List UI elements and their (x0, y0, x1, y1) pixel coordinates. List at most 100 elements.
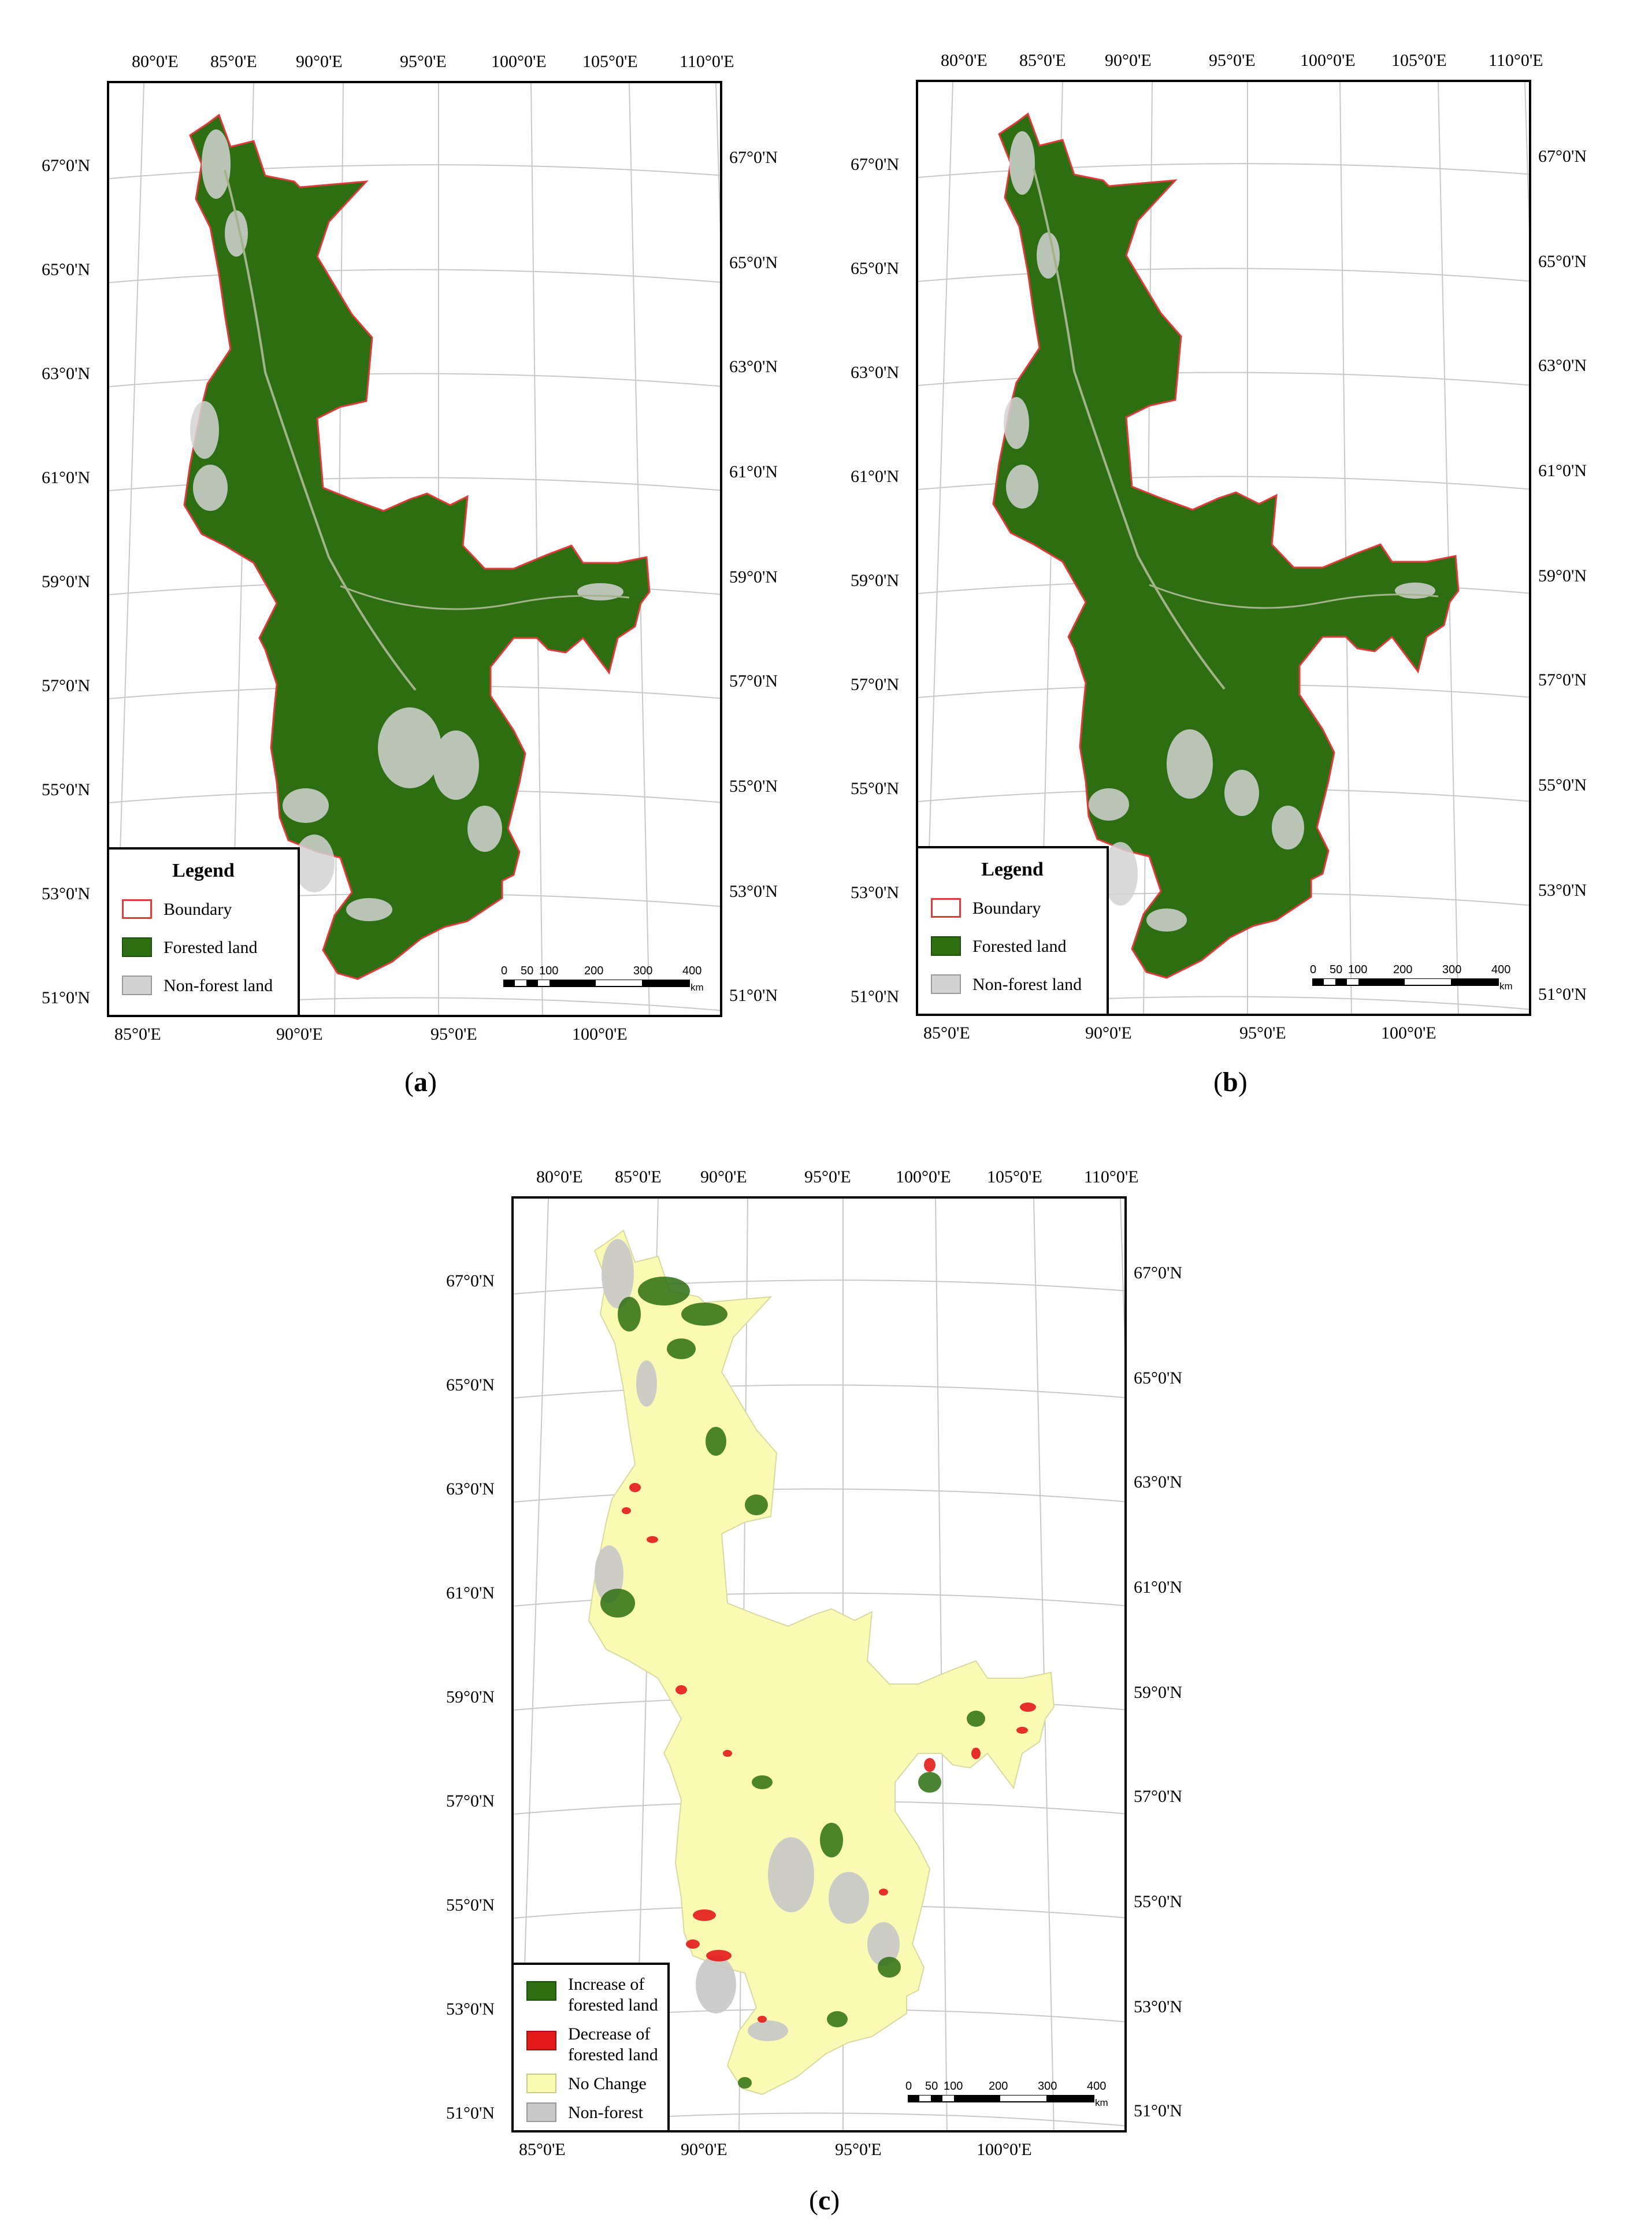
legend-swatch (526, 1981, 556, 2001)
lon-label-top: 95°0'E (400, 52, 447, 71)
lon-label-top: 100°0'E (491, 52, 547, 71)
lat-label-left: 53°0'N (851, 883, 900, 902)
legend-swatch (931, 936, 961, 956)
scale-tick: 100 (944, 2080, 963, 2093)
lat-label-left: 67°0'N (42, 156, 91, 175)
lat-label-left: 59°0'N (42, 572, 91, 591)
lon-label-bottom: 95°0'E (835, 2140, 882, 2159)
lat-label-right: 63°0'N (1134, 1473, 1183, 1492)
map-panel-c: Increase of forested land Decrease of fo… (404, 1144, 1248, 2229)
decrease-patches (622, 1483, 1036, 2023)
lat-label-right: 53°0'N (729, 882, 778, 901)
legend-swatch (931, 898, 961, 918)
river (1033, 168, 1226, 690)
legend-label: Forested land (164, 938, 258, 957)
scale-tick: 100 (539, 965, 559, 977)
legend-item: Non-forest land (122, 976, 273, 996)
lon-label-bottom: 100°0'E (977, 2140, 1032, 2159)
panel-caption: (c) (809, 2185, 840, 2216)
scale-tick: 0 (501, 965, 508, 977)
legend-swatch (526, 2031, 556, 2050)
legend-swatch (526, 2074, 556, 2093)
panel-caption: (b) (1213, 1067, 1248, 1097)
legend-title: Legend (981, 859, 1044, 880)
map-frame: Legend Boundary Forested land Non-forest… (107, 81, 722, 1017)
map-panel-b: Legend Boundary Forested land Non-forest… (809, 0, 1652, 1115)
region-boundary (183, 113, 651, 980)
lat-label-left: 51°0'N (42, 988, 91, 1007)
lat-label-left: 63°0'N (42, 364, 91, 383)
map-canvas (109, 83, 720, 1015)
scale-tick: 300 (1442, 963, 1462, 976)
map-canvas (514, 1199, 1124, 2130)
lon-label-top: 85°0'E (615, 1167, 662, 1186)
legend-item: Forested land (931, 936, 1066, 957)
lon-label-top: 95°0'E (804, 1167, 851, 1186)
river (340, 585, 630, 610)
lat-label-right: 63°0'N (1538, 356, 1587, 375)
lon-label-bottom: 95°0'E (430, 1025, 477, 1044)
lon-label-top: 110°0'E (1488, 51, 1543, 70)
lon-label-top: 80°0'E (941, 51, 988, 70)
lon-label-top: 105°0'E (987, 1167, 1042, 1186)
lon-label-bottom: 85°0'E (519, 2140, 566, 2159)
non-forest-patches (595, 1239, 900, 2041)
scale-tick: 200 (584, 965, 604, 977)
lat-label-left: 55°0'N (851, 779, 900, 798)
legend-item: Forested land (122, 937, 257, 958)
scale-tick: 50 (925, 2080, 938, 2093)
lat-label-left: 67°0'N (446, 1271, 495, 1290)
lon-label-top: 80°0'E (536, 1167, 583, 1186)
lat-label-right: 65°0'N (1134, 1368, 1183, 1388)
legend: Increase of forested land Decrease of fo… (514, 1963, 670, 2130)
scale-bar: 0 50 100 200 300 400 km (501, 965, 704, 999)
legend: Legend Boundary Forested land Non-forest… (109, 847, 300, 1015)
lon-label-bottom: 90°0'E (276, 1025, 323, 1044)
scale-tick: 200 (1393, 963, 1413, 976)
scale-tick: 300 (1038, 2080, 1057, 2093)
legend-item: Boundary (931, 898, 1041, 919)
legend-label: Non-forest land (972, 975, 1082, 994)
river (1149, 584, 1439, 609)
lat-label-left: 59°0'N (851, 571, 900, 590)
lat-label-right: 65°0'N (1538, 252, 1587, 271)
lat-label-right: 67°0'N (1538, 147, 1587, 166)
map-frame: Increase of forested land Decrease of fo… (511, 1196, 1127, 2132)
legend-label: Boundary (164, 900, 232, 919)
lon-label-bottom: 100°0'E (1381, 1023, 1436, 1043)
lat-label-left: 51°0'N (446, 2104, 495, 2123)
legend-item: Increase of forested land (526, 1974, 658, 2016)
lat-label-right: 53°0'N (1134, 1997, 1183, 2016)
lon-label-top: 90°0'E (1105, 51, 1152, 70)
scale-unit: km (1095, 2097, 1108, 2108)
lat-label-left: 65°0'N (851, 259, 900, 278)
legend-title: Legend (172, 860, 235, 881)
region-change-area (588, 1229, 1055, 2096)
scale-tick: 50 (521, 965, 534, 977)
legend-item: Non-forest land (931, 974, 1082, 995)
lat-label-left: 61°0'N (446, 1583, 495, 1603)
lat-label-left: 65°0'N (42, 260, 91, 279)
lon-label-top: 105°0'E (582, 52, 638, 71)
lat-label-right: 61°0'N (1134, 1578, 1183, 1597)
increase-patches (600, 1277, 985, 2089)
map-panel-a: Legend Boundary Forested land Non-forest… (0, 0, 809, 1115)
lat-label-right: 59°0'N (1538, 566, 1587, 585)
lon-label-top: 95°0'E (1209, 51, 1256, 70)
scale-tick: 400 (1491, 963, 1511, 976)
legend-label: Increase of forested land (568, 1975, 658, 2015)
legend-swatch (122, 937, 152, 957)
lat-label-right: 59°0'N (1134, 1683, 1183, 1702)
lat-label-right: 53°0'N (1538, 881, 1587, 900)
lat-label-right: 51°0'N (729, 986, 778, 1005)
scale-unit: km (1499, 981, 1513, 992)
legend-label: Decrease of forested land (568, 2024, 658, 2064)
lon-label-bottom: 85°0'E (114, 1025, 161, 1044)
lat-label-right: 67°0'N (729, 148, 778, 167)
lat-label-left: 55°0'N (446, 1896, 495, 1915)
scale-tick: 0 (1310, 963, 1317, 976)
lat-label-right: 57°0'N (1538, 670, 1587, 689)
lon-label-bottom: 85°0'E (923, 1023, 970, 1043)
scale-bar: 0 50 100 200 300 400 km (1310, 963, 1513, 998)
lon-label-top: 90°0'E (700, 1167, 747, 1186)
